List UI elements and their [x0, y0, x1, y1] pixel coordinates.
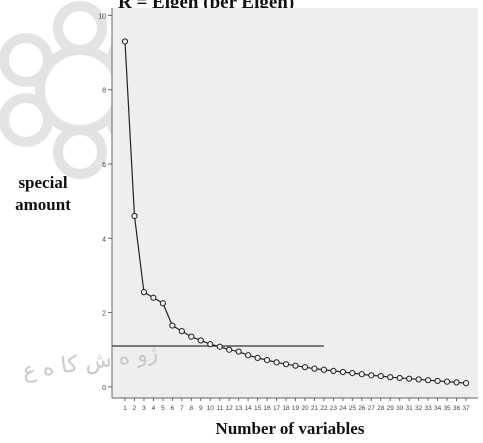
data-point	[453, 379, 460, 386]
x-tick-label: 22	[320, 405, 328, 412]
y-tick-label: 10	[98, 13, 106, 20]
y-tick-label: 6	[102, 162, 106, 169]
data-point	[121, 38, 129, 45]
x-tick-label: 23	[330, 405, 338, 412]
data-point	[358, 371, 365, 378]
x-tick-label: 7	[180, 405, 184, 412]
data-point	[462, 380, 470, 387]
data-point	[254, 354, 261, 361]
data-point	[301, 364, 309, 371]
x-tick-label: 5	[161, 405, 165, 412]
y-tick-label: 2	[102, 311, 106, 318]
data-point	[311, 365, 318, 372]
data-point	[387, 374, 394, 381]
data-point	[150, 294, 157, 301]
data-point	[263, 357, 271, 364]
data-point	[140, 289, 148, 296]
data-point	[368, 372, 375, 379]
x-tick-label: 34	[434, 405, 442, 412]
x-tick-label: 36	[453, 405, 461, 412]
x-tick-label: 9	[199, 405, 203, 412]
x-tick-label: 29	[387, 405, 395, 412]
x-tick-label: 11	[216, 405, 223, 412]
data-point	[349, 370, 356, 377]
x-tick-label: 6	[171, 405, 175, 412]
x-tick-label: 30	[396, 405, 404, 412]
data-point	[339, 368, 346, 376]
y-tick-label: 8	[102, 88, 106, 95]
x-tick-label: 32	[415, 405, 423, 412]
data-point	[131, 212, 138, 220]
data-point	[226, 346, 233, 353]
data-point	[320, 366, 328, 373]
y-tick-label: 0	[102, 385, 106, 392]
data-point	[197, 337, 204, 344]
x-tick-label: 15	[254, 405, 262, 412]
x-tick-label: 26	[358, 405, 366, 412]
data-point	[188, 333, 195, 340]
data-point	[425, 377, 432, 384]
data-point	[169, 322, 176, 329]
data-point	[330, 367, 337, 374]
data-point	[245, 352, 252, 359]
data-point	[159, 300, 166, 307]
data-point	[273, 359, 280, 366]
x-tick-label: 35	[443, 405, 451, 412]
x-tick-label: 17	[273, 405, 281, 412]
x-tick-label: 19	[292, 405, 300, 412]
data-point	[396, 374, 403, 382]
data-point	[282, 361, 290, 368]
data-point	[406, 375, 413, 382]
x-tick-label: 20	[301, 405, 309, 412]
x-tick-label: 3	[142, 405, 146, 412]
data-point	[443, 378, 451, 385]
x-axis-label: Number of variables	[215, 419, 365, 438]
y-tick-label: 4	[102, 236, 106, 243]
x-tick-label: 18	[282, 405, 290, 412]
x-ticks: 1 2 3 4 5 6 7 8 9 10 11 12 13 14 15 16 17 18 19 20 21 22 23 24 2…	[123, 398, 470, 412]
x-tick-label: 14	[245, 405, 253, 412]
x-tick-label: 2	[133, 405, 137, 412]
data-point	[235, 348, 242, 355]
x-tick-label: 1	[123, 405, 127, 412]
y-ticks: 0 2 4 6 8 10	[98, 13, 112, 392]
x-tick-label: 28	[377, 405, 385, 412]
series-group	[121, 38, 470, 387]
data-point	[434, 377, 441, 385]
data-point	[207, 341, 214, 348]
data-point	[415, 376, 422, 383]
data-point	[216, 343, 223, 350]
plot-area	[112, 8, 478, 398]
x-tick-label: 10	[207, 405, 215, 412]
x-tick-label: 24	[339, 405, 347, 412]
x-tick-label: 8	[189, 405, 193, 412]
data-point	[178, 328, 185, 335]
y-axis-label: special amount	[15, 173, 71, 214]
x-tick-label: 12	[226, 405, 234, 412]
x-tick-label: 37	[462, 405, 470, 412]
x-tick-label: 25	[349, 405, 357, 412]
x-tick-label: 13	[235, 405, 243, 412]
data-point	[292, 362, 299, 369]
x-tick-label: 16	[263, 405, 271, 412]
x-tick-label: 4	[152, 405, 156, 412]
x-tick-label: 21	[311, 405, 319, 412]
data-point	[377, 372, 384, 380]
x-tick-label: 31	[406, 405, 414, 412]
x-tick-label: 27	[368, 405, 376, 412]
x-tick-label: 33	[424, 405, 432, 412]
